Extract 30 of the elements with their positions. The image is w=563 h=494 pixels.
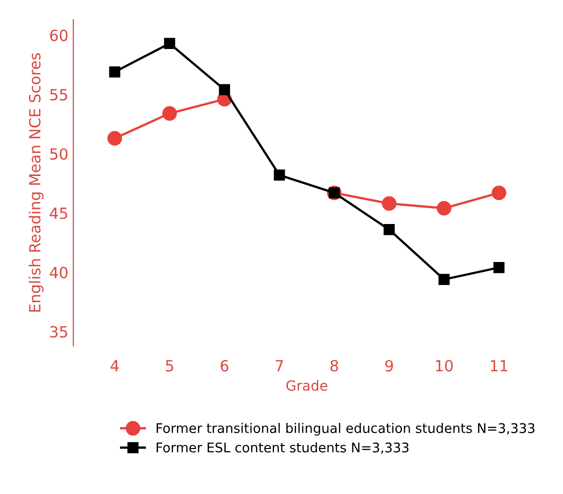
point	[218, 84, 230, 96]
point	[109, 66, 120, 78]
y-tick-label: 40	[50, 266, 68, 278]
point	[107, 131, 122, 146]
x-tick-label: 5	[166, 360, 174, 372]
x-tick-label: 11	[490, 360, 508, 372]
y-tick-label: 45	[50, 208, 68, 220]
point	[493, 262, 505, 274]
x-tick-label: 7	[276, 360, 283, 372]
x-tick-label: 6	[220, 360, 228, 372]
point	[274, 170, 285, 181]
x-tick-label: 4	[110, 360, 119, 372]
point	[382, 196, 396, 211]
y-tick-label: 50	[50, 148, 68, 160]
y-axis-title: English Reading Mean NCE Scores	[28, 53, 44, 312]
x-tick-label: 9	[385, 360, 393, 372]
x-tick-label: 10	[436, 360, 453, 372]
y-tick-label: 55	[50, 89, 68, 100]
point	[384, 224, 395, 236]
point	[436, 200, 452, 216]
point	[438, 274, 450, 285]
x-tick-label: 8	[330, 360, 338, 372]
point	[164, 38, 176, 50]
x-axis-title: Grade	[286, 380, 328, 391]
point	[162, 106, 177, 121]
legend-label: Former transitional bilingual education students N=3,333	[156, 422, 534, 436]
y-tick-label: 60	[50, 30, 68, 42]
legend-label: Former ESL content students N=3,333	[156, 442, 408, 454]
point	[492, 186, 506, 200]
y-tick-label: 35	[50, 326, 68, 338]
